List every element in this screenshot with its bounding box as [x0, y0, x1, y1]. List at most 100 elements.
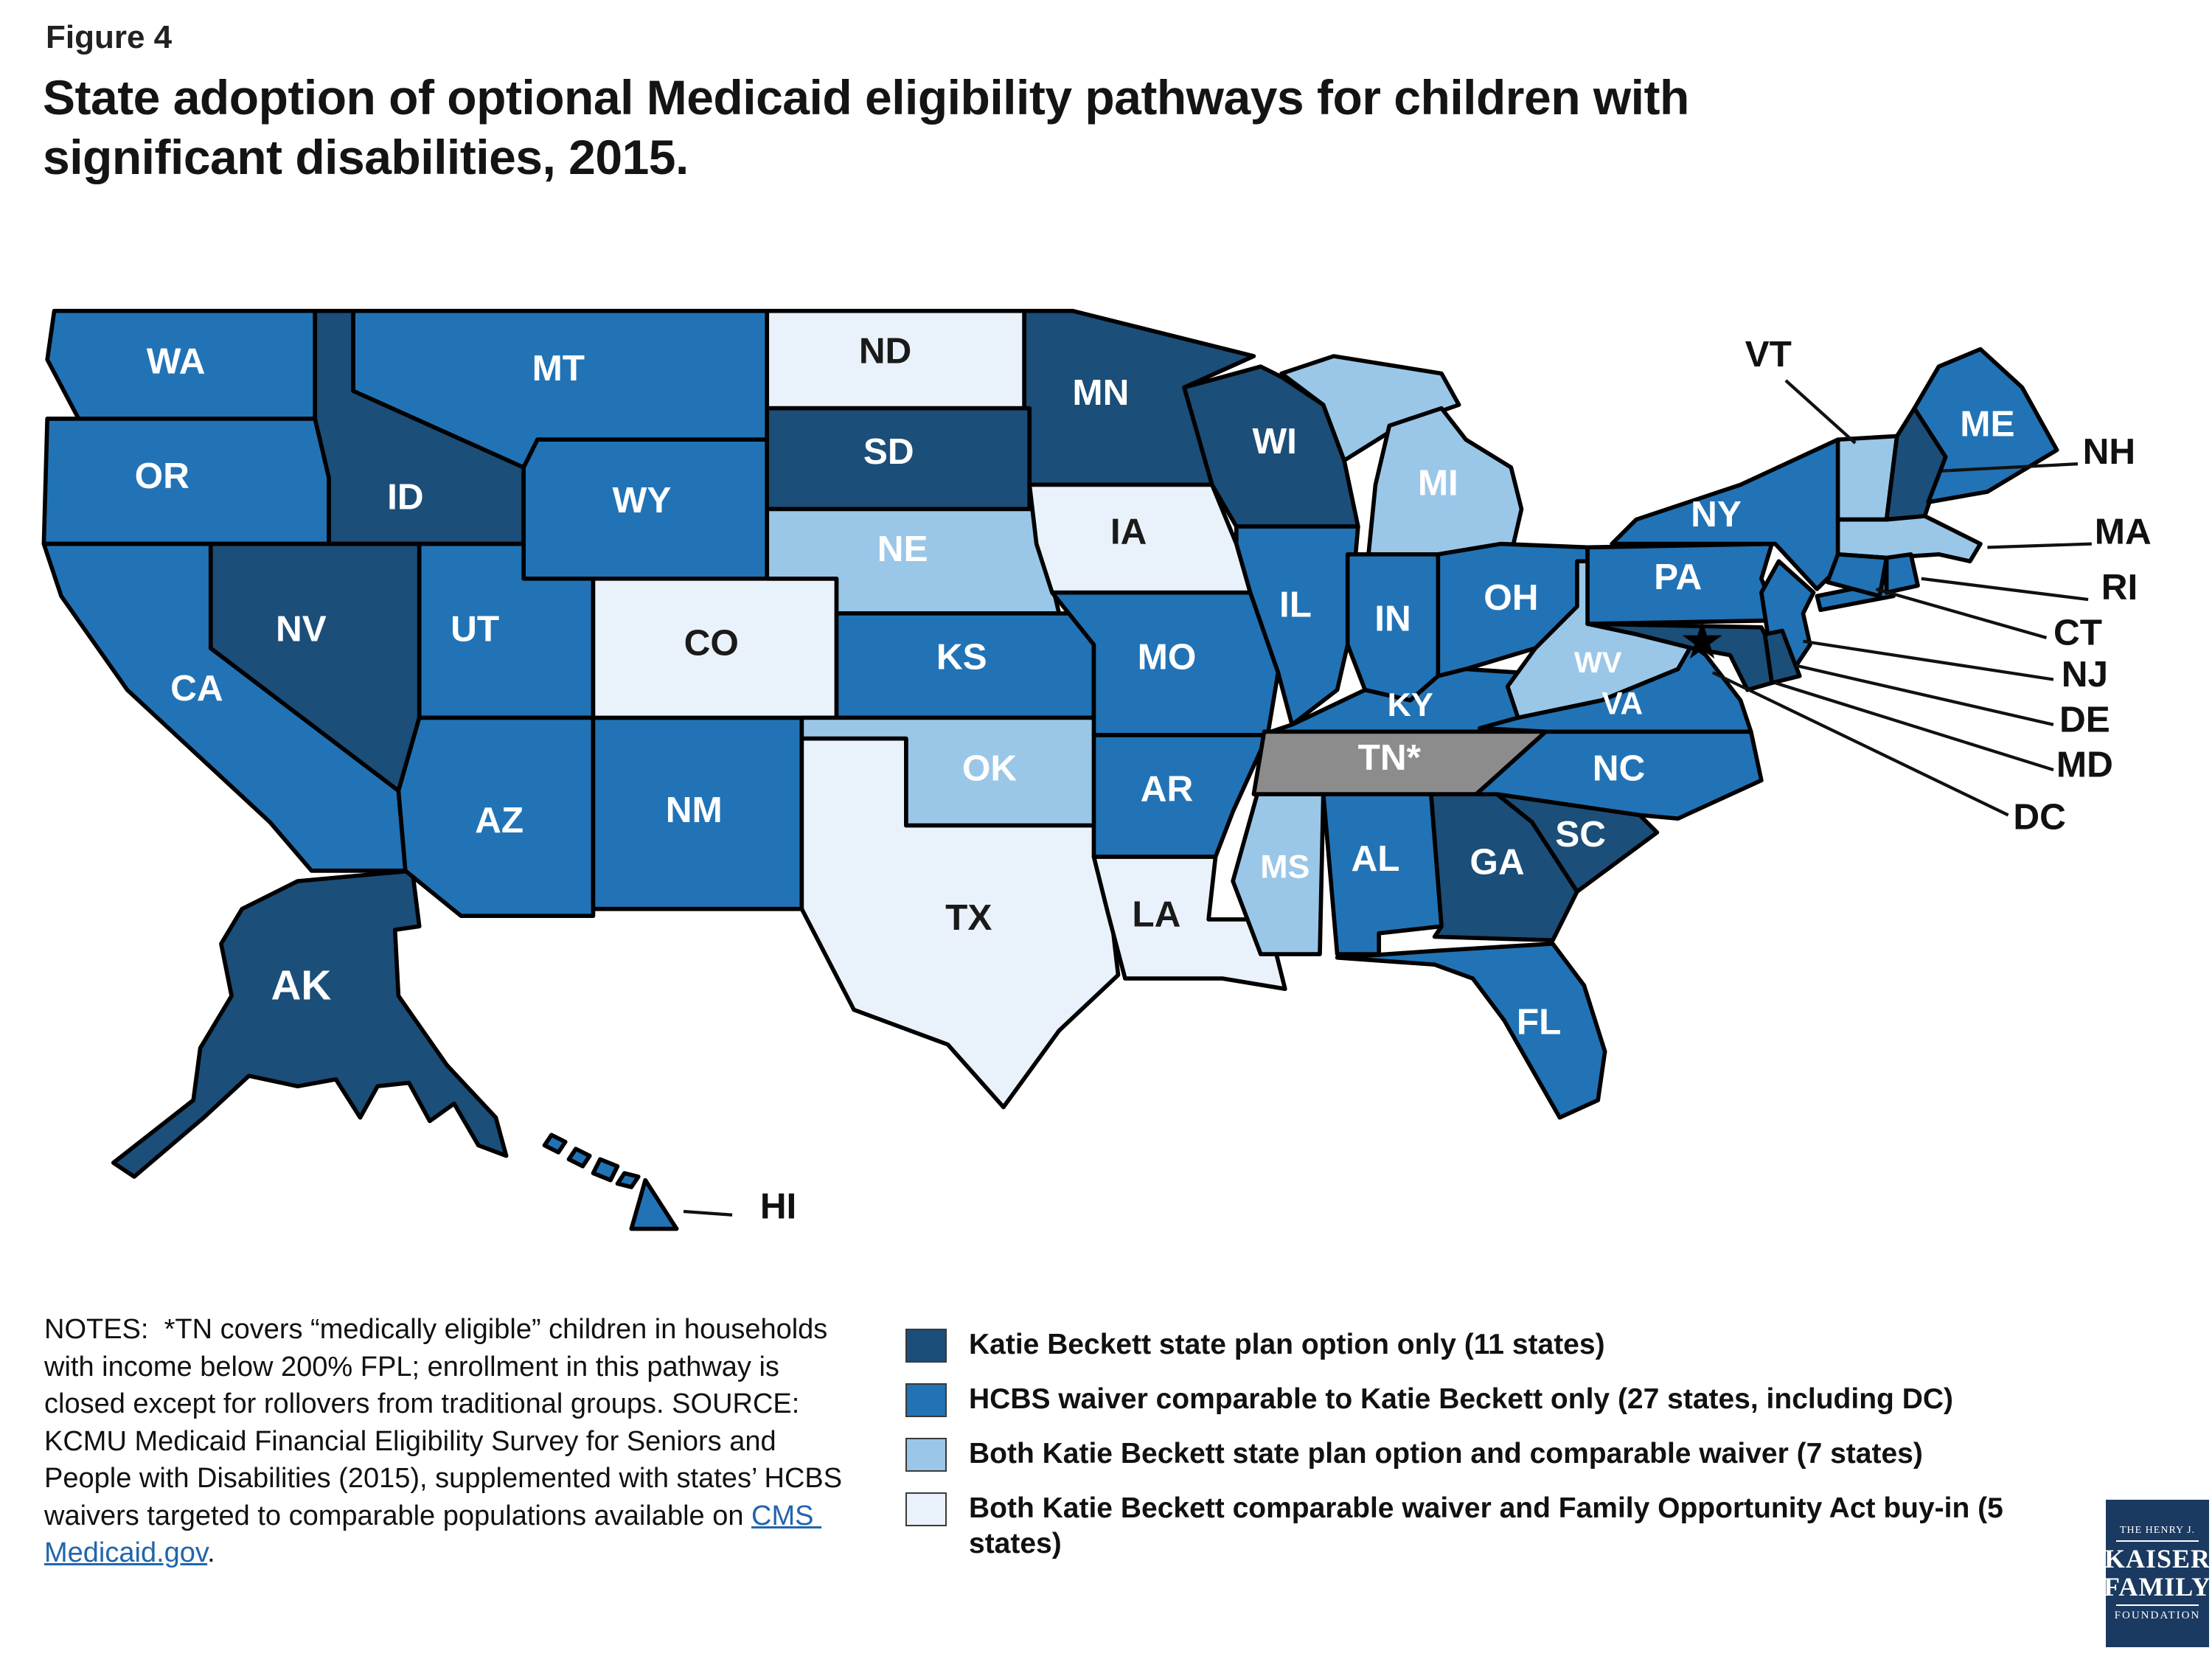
- kff-logo: THE HENRY J. KAISER FAMILY FOUNDATION: [2104, 1500, 2212, 1647]
- state-label-AR: AR: [1141, 769, 1194, 810]
- callout-line-MA: [1987, 542, 2092, 549]
- state-HI-part4: [629, 1178, 679, 1231]
- legend-label-both-option-and-waiver: Both Katie Beckett state plan option and…: [969, 1438, 1923, 1470]
- state-label-RI: RI: [2101, 567, 2138, 608]
- callout-line-CT: [1875, 587, 2048, 639]
- state-AZ: [396, 715, 596, 919]
- dc-star-icon: ★: [1679, 611, 1725, 669]
- state-HI-part2: [591, 1157, 620, 1183]
- notes-suffix: .: [207, 1537, 215, 1569]
- state-label-WY: WY: [613, 480, 672, 521]
- state-label-ND: ND: [859, 330, 912, 371]
- us-map: WA OR CA AK HI ID NV MT WY UT AZ NM CO ND SD NE KS OK TX MN…: [41, 308, 2152, 1231]
- callout-line-DC: [1711, 671, 2009, 817]
- state-label-PA: PA: [1654, 557, 1702, 597]
- legend-row-katie-beckett-only: Katie Beckett state plan option only (11…: [905, 1327, 2085, 1363]
- state-label-ID: ID: [387, 476, 424, 517]
- state-label-VA: VA: [1601, 686, 1643, 721]
- legend-label-hcbs-waiver-only: HCBS waiver comparable to Katie Beckett …: [969, 1383, 1954, 1415]
- state-label-CA: CA: [170, 668, 223, 709]
- state-label-LA: LA: [1132, 894, 1180, 934]
- state-ME: [1912, 347, 2059, 504]
- state-label-AL: AL: [1351, 838, 1399, 879]
- state-label-IA: IA: [1110, 512, 1147, 552]
- callout-line-HI: [683, 1209, 733, 1217]
- kff-logo-family-text: FAMILY: [2104, 1571, 2212, 1601]
- state-label-OR: OR: [135, 456, 189, 496]
- state-label-OK: OK: [962, 748, 1018, 788]
- callout-line-RI: [1921, 577, 2089, 602]
- state-label-WA: WA: [147, 341, 206, 382]
- state-label-CO: CO: [684, 623, 739, 664]
- state-LA: [1091, 855, 1287, 992]
- states-layer: [41, 308, 2059, 1231]
- kff-logo-kaiser-text: KAISER: [2104, 1543, 2211, 1573]
- state-label-UT: UT: [451, 609, 499, 650]
- page-title: State adoption of optional Medicaid elig…: [43, 70, 1689, 184]
- notes: NOTES: *TN covers “medically eligible” c…: [44, 1311, 866, 1572]
- state-label-NC: NC: [1593, 748, 1646, 788]
- kff-logo-top-text: THE HENRY J.: [2119, 1524, 2196, 1536]
- callout-line-NJ: [1803, 639, 2054, 681]
- state-label-MS: MS: [1260, 848, 1310, 885]
- state-label-IL: IL: [1279, 585, 1312, 625]
- notes-text: NOTES: *TN covers “medically eligible” c…: [44, 1314, 850, 1531]
- state-label-OH: OH: [1484, 577, 1538, 618]
- state-label-SD: SD: [863, 431, 914, 472]
- state-label-MI: MI: [1418, 463, 1458, 504]
- state-label-NV: NV: [276, 609, 327, 650]
- legend-swatch-dark: [905, 1329, 947, 1363]
- state-MI-part1: [1366, 406, 1524, 557]
- callout-line-VT: [1784, 379, 1857, 445]
- legend-row-both-option-and-waiver: Both Katie Beckett state plan option and…: [905, 1436, 2085, 1472]
- state-label-ME: ME: [1960, 403, 2014, 444]
- figure-label: Figure 4: [46, 19, 173, 55]
- state-label-NM: NM: [666, 790, 723, 830]
- callout-line-DE: [1795, 664, 2054, 726]
- state-FL: [1335, 942, 1607, 1120]
- state-label-FL: FL: [1517, 1002, 1561, 1043]
- cms-medicaid-link[interactable]: CMS Medicaid.gov: [44, 1500, 822, 1569]
- state-AK: [111, 869, 509, 1179]
- state-label-VT: VT: [1745, 334, 1792, 375]
- state-label-TN: TN*: [1358, 737, 1422, 778]
- state-label-HI: HI: [760, 1186, 797, 1226]
- state-CT: [1825, 552, 1889, 599]
- state-label-WI: WI: [1252, 421, 1296, 462]
- state-label-KY: KY: [1387, 686, 1433, 723]
- us-map-container: WA OR CA AK HI ID NV MT WY UT AZ NM CO ND SD NE KS OK TX MN…: [37, 293, 2175, 1274]
- state-label-MT: MT: [532, 348, 585, 389]
- callout-line-MD: [1775, 681, 2054, 772]
- legend: Katie Beckett state plan option only (11…: [905, 1327, 2085, 1580]
- legend-swatch-pale: [905, 1492, 947, 1526]
- state-HI: [542, 1133, 568, 1155]
- state-label-MD: MD: [2056, 745, 2113, 785]
- state-TX: [799, 736, 1121, 1110]
- legend-label-waiver-and-foa-buyin: Both Katie Beckett comparable waiver and…: [969, 1492, 2003, 1559]
- state-label-WV: WV: [1574, 647, 1622, 679]
- state-label-GA: GA: [1470, 842, 1524, 883]
- state-label-TX: TX: [945, 897, 992, 938]
- state-label-AK: AK: [271, 961, 332, 1008]
- state-MS: [1231, 792, 1326, 956]
- state-label-MO: MO: [1138, 636, 1197, 677]
- legend-row-waiver-and-foa-buyin: Both Katie Beckett comparable waiver and…: [905, 1491, 2085, 1561]
- state-label-MA: MA: [2095, 512, 2152, 552]
- state-label-NH: NH: [2083, 431, 2135, 472]
- legend-swatch-light: [905, 1438, 947, 1472]
- kff-logo-rule-top: [2116, 1540, 2199, 1542]
- state-label-NJ: NJ: [2062, 654, 2108, 695]
- kff-logo-rule-bottom: [2116, 1604, 2199, 1607]
- state-labels-layer: WA OR CA AK HI ID NV MT WY UT AZ NM CO ND SD NE KS OK TX MN…: [135, 330, 2152, 1226]
- state-label-IN: IN: [1374, 599, 1411, 639]
- state-label-SC: SC: [1555, 814, 1606, 855]
- state-label-NE: NE: [877, 529, 928, 569]
- state-label-DE: DE: [2059, 699, 2110, 740]
- state-label-DC: DC: [2013, 796, 2066, 837]
- legend-row-hcbs-waiver-only: HCBS waiver comparable to Katie Beckett …: [905, 1382, 2085, 1417]
- state-NC: [1474, 729, 1764, 821]
- state-AR: [1091, 733, 1270, 859]
- callout-line-NH: [1941, 462, 2079, 473]
- state-label-KS: KS: [936, 636, 987, 677]
